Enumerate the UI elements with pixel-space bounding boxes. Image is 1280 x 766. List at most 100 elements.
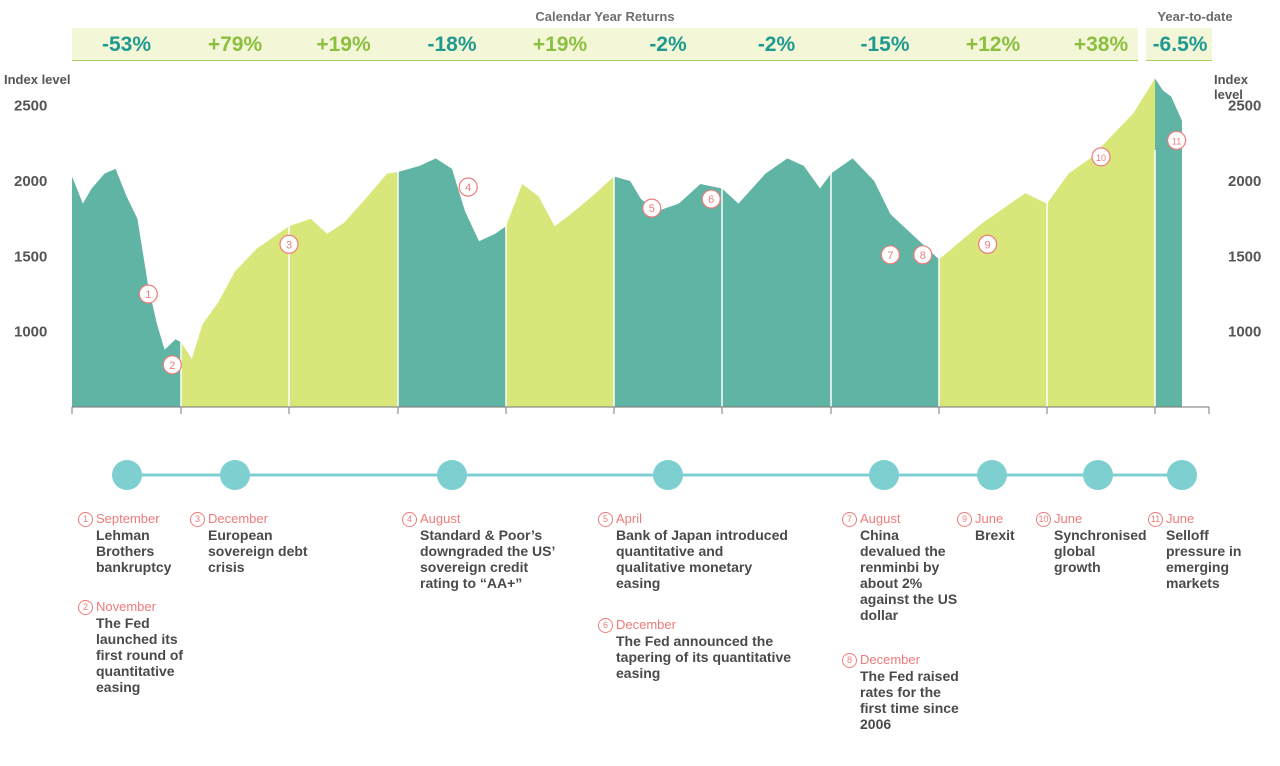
event-text-11: Selloff pressure in emerging markets xyxy=(1148,527,1241,591)
event-line: markets xyxy=(1166,575,1220,591)
event-line: against the US xyxy=(860,591,958,607)
timeline-marker-5 xyxy=(869,460,899,490)
event-month-9: June xyxy=(975,511,1004,526)
return-2011: -18% xyxy=(427,33,477,56)
event-number-5: 5 xyxy=(598,512,613,527)
event-timeline xyxy=(112,460,1197,490)
event-number-7: 7 xyxy=(842,512,857,527)
event-number-4: 4 xyxy=(402,512,417,527)
event-month-4: August xyxy=(420,511,461,526)
return-2009: +79% xyxy=(207,33,263,56)
ytd-band xyxy=(1146,28,1212,61)
event-8: 8 December The Fed raised rates for the firs… xyxy=(842,652,959,732)
svg-text:10: 10 xyxy=(1096,153,1106,163)
calendar-returns-band xyxy=(72,28,1138,61)
svg-text:6: 6 xyxy=(708,194,714,206)
event-number-10: 10 xyxy=(1036,512,1051,527)
event-11: 11 June Selloff pressure in emerging markets xyxy=(1148,511,1241,591)
timeline-marker-8 xyxy=(1167,460,1197,490)
y-tick-right-2000: 2000 xyxy=(1228,173,1261,190)
event-head-5: 5 April xyxy=(598,511,788,527)
event-7: 7 August China devalued the renminbi by about… xyxy=(842,511,957,623)
event-number-8: 8 xyxy=(842,653,857,668)
svg-text:7: 7 xyxy=(887,250,893,262)
event-6: 6 December The Fed announced the tapering o… xyxy=(598,617,791,681)
svg-text:4: 4 xyxy=(465,182,471,194)
event-head-3: 3 December xyxy=(190,511,308,527)
y-tick-left-1000: 1000 xyxy=(14,324,47,341)
annotation-1: 1 xyxy=(138,284,158,304)
event-line: bankruptcy xyxy=(96,559,172,575)
event-number-2: 2 xyxy=(78,600,93,615)
event-10: 10 June Synchronised global growth xyxy=(1036,511,1147,575)
event-line: China xyxy=(860,527,899,543)
event-text-3: European sovereign debt crisis xyxy=(190,527,308,575)
event-line: emerging xyxy=(1166,559,1230,575)
event-4: 4 August Standard & Poor’s downgraded the U… xyxy=(402,511,555,591)
event-line: easing xyxy=(616,575,661,591)
annotation-10: 10 xyxy=(1091,147,1111,167)
area-segment-4 xyxy=(614,158,939,407)
event-line: Brexit xyxy=(975,527,1015,543)
event-3: 3 December European sovereign debt crisis xyxy=(190,511,308,575)
event-text-8: The Fed raised rates for the first time si… xyxy=(842,668,959,732)
return-2018: -6.5% xyxy=(1152,33,1208,56)
svg-text:9: 9 xyxy=(985,239,991,251)
return-2017: +38% xyxy=(1073,33,1129,56)
event-month-3: December xyxy=(208,511,268,526)
event-number-11: 11 xyxy=(1148,512,1163,527)
event-line: crisis xyxy=(208,559,245,575)
event-line: Bank of Japan introduced xyxy=(616,527,788,543)
event-text-9: Brexit xyxy=(957,527,1015,543)
event-line: Lehman xyxy=(96,527,150,543)
ytd-title: Year-to-date xyxy=(1157,9,1233,24)
return-2016: +12% xyxy=(965,33,1021,56)
event-line: The Fed xyxy=(96,615,150,631)
event-line: 2006 xyxy=(860,716,892,732)
return-2012: +19% xyxy=(532,33,588,56)
timeline-marker-1 xyxy=(112,460,142,490)
event-line: first time since xyxy=(860,700,959,716)
index-area-chart: 1000100015001500200020002500250020082009… xyxy=(14,78,1261,414)
event-head-4: 4 August xyxy=(402,511,555,527)
event-line: devalued the xyxy=(860,543,946,559)
event-line: growth xyxy=(1054,559,1101,575)
event-line: rating to “AA+” xyxy=(420,575,523,591)
event-head-1: 1 September xyxy=(78,511,171,527)
svg-text:11: 11 xyxy=(1172,136,1181,146)
annotation-9: 9 xyxy=(977,234,998,254)
event-head-2: 2 November xyxy=(78,599,183,615)
event-line: European xyxy=(208,527,273,543)
svg-text:2: 2 xyxy=(169,360,175,372)
event-text-1: Lehman Brothers bankruptcy xyxy=(78,527,171,575)
event-line: downgraded the US’ xyxy=(420,543,556,559)
event-1: 1 September Lehman Brothers bankruptcy xyxy=(78,511,171,575)
y-tick-right-2500: 2500 xyxy=(1228,98,1261,115)
event-number-6: 6 xyxy=(598,618,613,633)
calendar-returns-title: Calendar Year Returns xyxy=(535,9,675,24)
event-9: 9 June Brexit xyxy=(957,511,1015,543)
event-month-6: December xyxy=(616,617,676,632)
timeline-marker-3 xyxy=(437,460,467,490)
event-month-2: November xyxy=(96,599,156,614)
return-2010: +19% xyxy=(316,33,371,56)
event-month-10: June xyxy=(1054,511,1083,526)
event-line: pressure in xyxy=(1166,543,1242,559)
annotation-2: 2 xyxy=(162,355,182,375)
svg-text:3: 3 xyxy=(286,239,292,251)
annotation-4: 4 xyxy=(458,177,478,197)
event-number-1: 1 xyxy=(78,512,93,527)
event-head-10: 10 June xyxy=(1036,511,1147,527)
annotation-11: 11 xyxy=(1166,130,1187,150)
svg-text:5: 5 xyxy=(649,203,655,215)
timeline-marker-2 xyxy=(220,460,250,490)
event-text-10: Synchronised global growth xyxy=(1036,527,1147,575)
event-month-7: August xyxy=(860,511,901,526)
event-line: easing xyxy=(616,665,661,681)
annotation-3: 3 xyxy=(279,234,299,254)
return-2008: -53% xyxy=(101,33,152,56)
event-line: Synchronised xyxy=(1054,527,1147,543)
event-line: first round of xyxy=(96,647,184,663)
event-month-11: June xyxy=(1166,511,1195,526)
event-month-1: September xyxy=(96,511,160,526)
